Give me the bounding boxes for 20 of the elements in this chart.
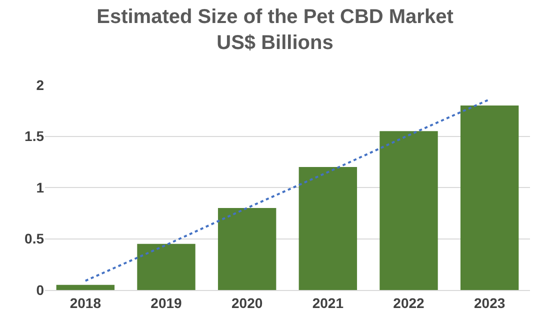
y-tick-label: 1 bbox=[36, 179, 44, 196]
line-series bbox=[84, 98, 491, 282]
x-tick-label: 2018 bbox=[70, 294, 102, 311]
chart-subtitle: US$ Billions bbox=[216, 32, 334, 54]
x-tick-label: 2023 bbox=[474, 294, 506, 311]
x-tick-label: 2019 bbox=[150, 294, 182, 311]
bar bbox=[460, 106, 519, 290]
bar bbox=[380, 131, 438, 290]
bar bbox=[137, 244, 196, 290]
bar bbox=[218, 208, 276, 290]
bar bbox=[298, 167, 358, 290]
x-tick-label: 2021 bbox=[312, 294, 344, 311]
chart-title: Estimated Size of the Pet CBD Market bbox=[96, 6, 454, 28]
y-tick-label: 1.5 bbox=[24, 128, 44, 144]
x-tick-label: 2022 bbox=[393, 294, 425, 311]
y-tick-label: 2 bbox=[36, 76, 44, 93]
y-tick-label: 0.5 bbox=[24, 230, 44, 247]
x-tick-label: 2020 bbox=[232, 294, 263, 311]
y-tick-label: 0 bbox=[36, 282, 44, 298]
bar bbox=[56, 284, 115, 290]
